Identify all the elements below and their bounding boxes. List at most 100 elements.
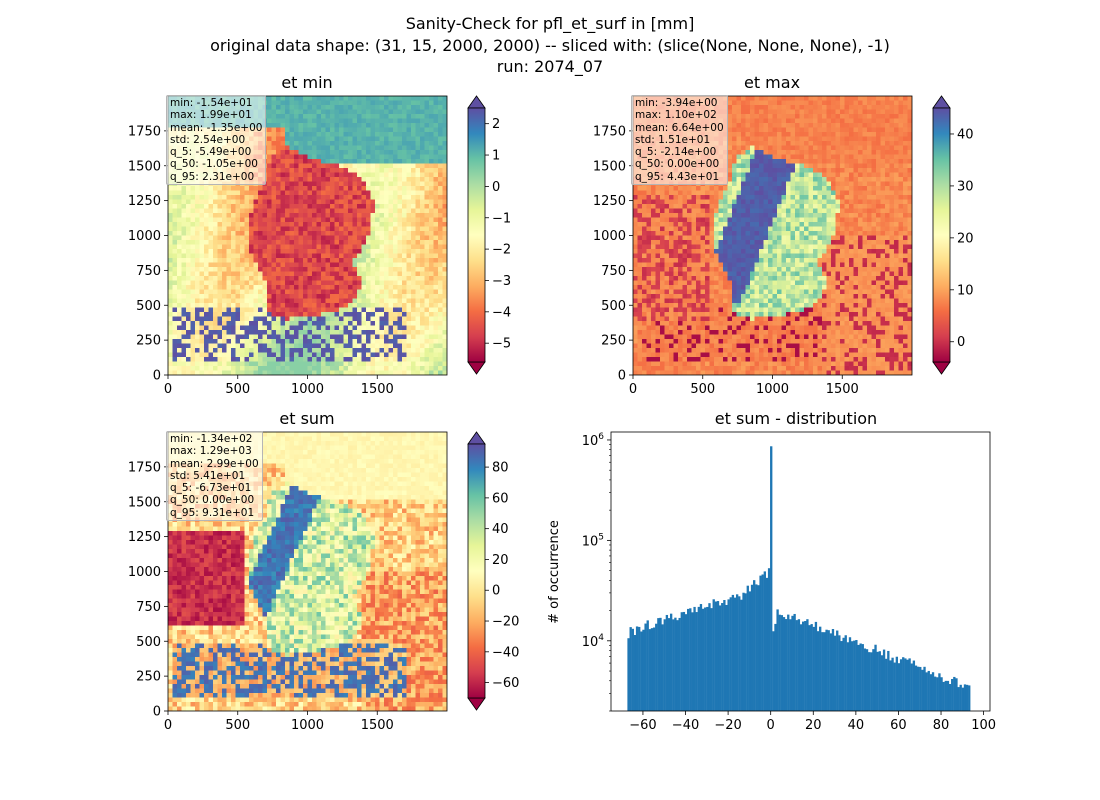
heatmap-cell	[271, 321, 277, 326]
heatmap-cell	[249, 330, 254, 335]
heatmap-cell	[700, 321, 706, 326]
heatmap-cell	[168, 258, 173, 263]
heatmap-cell	[298, 253, 304, 259]
heatmap-cell	[249, 316, 254, 322]
heatmap-cell	[289, 244, 295, 250]
heatmap-cell	[285, 150, 290, 155]
heatmap-cell	[312, 118, 317, 124]
heatmap-cell	[375, 348, 380, 353]
heatmap-cell	[262, 208, 268, 214]
heatmap-cell	[646, 316, 652, 322]
heatmap-cell	[204, 307, 209, 313]
heatmap-cell	[276, 361, 281, 367]
heatmap-cell	[334, 154, 340, 160]
heatmap-cell	[438, 195, 443, 200]
heatmap-cell	[379, 231, 385, 236]
heatmap-cell	[226, 370, 232, 375]
heatmap-cell	[325, 154, 331, 160]
heatmap-cell	[258, 352, 263, 358]
heatmap-cell	[348, 96, 353, 101]
heatmap-cell	[168, 330, 173, 335]
heatmap-cell	[204, 240, 209, 245]
heatmap-cell	[415, 303, 421, 308]
heatmap-cell	[415, 150, 421, 155]
heatmap-cell	[258, 195, 263, 200]
heatmap-cell	[669, 361, 674, 367]
heatmap-cell	[244, 244, 250, 250]
heatmap-cell	[637, 303, 643, 308]
heatmap-cell	[325, 307, 331, 313]
heatmap-cell	[244, 339, 250, 344]
heatmap-cell	[379, 141, 385, 146]
heatmap-cell	[633, 217, 638, 223]
heatmap-cell	[366, 159, 371, 164]
heatmap-cell	[316, 226, 322, 232]
heatmap-cell	[442, 141, 447, 146]
heatmap-cell	[397, 240, 403, 245]
heatmap-cell	[303, 325, 308, 331]
heatmap-cell	[172, 199, 178, 205]
heatmap-cell	[285, 285, 290, 290]
heatmap-cell	[655, 244, 661, 250]
heatmap-cell	[406, 294, 412, 299]
heatmap-cell	[298, 285, 304, 290]
heatmap-cell	[222, 262, 227, 268]
heatmap-cell	[660, 316, 665, 322]
heatmap-cell	[655, 280, 661, 286]
heatmap-cell	[397, 321, 403, 326]
heatmap-cell	[199, 339, 205, 344]
heatmap-cell	[700, 213, 706, 218]
heatmap-cell	[357, 366, 362, 371]
heatmap-cell	[276, 132, 281, 137]
heatmap-cell	[424, 100, 430, 106]
heatmap-cell	[388, 190, 394, 196]
heatmap-cell	[375, 141, 380, 146]
heatmap-cell	[393, 123, 398, 128]
heatmap-cell	[415, 172, 421, 178]
heatmap-cell	[438, 307, 443, 313]
heatmap-cell	[384, 357, 389, 362]
heatmap-cell	[258, 339, 263, 344]
heatmap-cell	[637, 195, 643, 200]
heatmap-cell	[696, 253, 701, 259]
heatmap-cell	[687, 199, 692, 205]
heatmap-cell	[208, 190, 214, 196]
heatmap-cell	[312, 127, 317, 133]
heatmap-cell	[411, 100, 416, 106]
heatmap-cell	[442, 168, 447, 173]
heatmap-cell	[195, 325, 200, 331]
heatmap-cell	[181, 217, 187, 223]
heatmap-cell	[393, 312, 398, 317]
heatmap-cell	[429, 127, 434, 133]
heatmap-cell	[339, 325, 344, 331]
heatmap-cell	[406, 109, 412, 115]
heatmap-cell	[691, 316, 697, 322]
heatmap-cell	[687, 213, 692, 218]
heatmap-cell	[276, 357, 281, 362]
heatmap-cell	[276, 105, 281, 110]
heatmap-cell	[262, 312, 268, 317]
heatmap-cell	[664, 370, 670, 375]
heatmap-cell	[262, 195, 268, 200]
heatmap-cell	[415, 334, 421, 340]
heatmap-cell	[705, 303, 710, 308]
heatmap-cell	[709, 366, 715, 371]
heatmap-cell	[271, 370, 277, 375]
heatmap-cell	[361, 150, 367, 155]
heatmap-cell	[172, 204, 178, 209]
heatmap-cell	[294, 118, 299, 124]
heatmap-cell	[316, 213, 322, 218]
heatmap-cell	[217, 213, 223, 218]
heatmap-cell	[330, 190, 335, 196]
heatmap-cell	[393, 307, 398, 313]
heatmap-cell	[244, 321, 250, 326]
heatmap-cell	[406, 352, 412, 358]
heatmap-cell	[280, 280, 286, 286]
heatmap-cell	[217, 244, 223, 250]
heatmap-cell	[249, 267, 254, 272]
heatmap-cell	[361, 307, 367, 313]
heatmap-cell	[325, 235, 331, 241]
heatmap-cell	[705, 366, 710, 371]
heatmap-cell	[172, 343, 178, 349]
heatmap-cell	[424, 271, 430, 277]
